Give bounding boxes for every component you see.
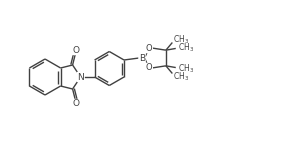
Text: N: N [77,73,84,81]
Text: CH$_3$: CH$_3$ [173,33,189,46]
Text: O: O [146,63,152,72]
Text: CH$_3$: CH$_3$ [173,70,189,83]
Text: B: B [139,53,145,63]
Text: CH$_3$: CH$_3$ [178,41,194,54]
Text: O: O [72,45,79,55]
Text: O: O [72,99,79,109]
Text: CH$_3$: CH$_3$ [178,62,194,75]
Text: O: O [146,44,152,53]
